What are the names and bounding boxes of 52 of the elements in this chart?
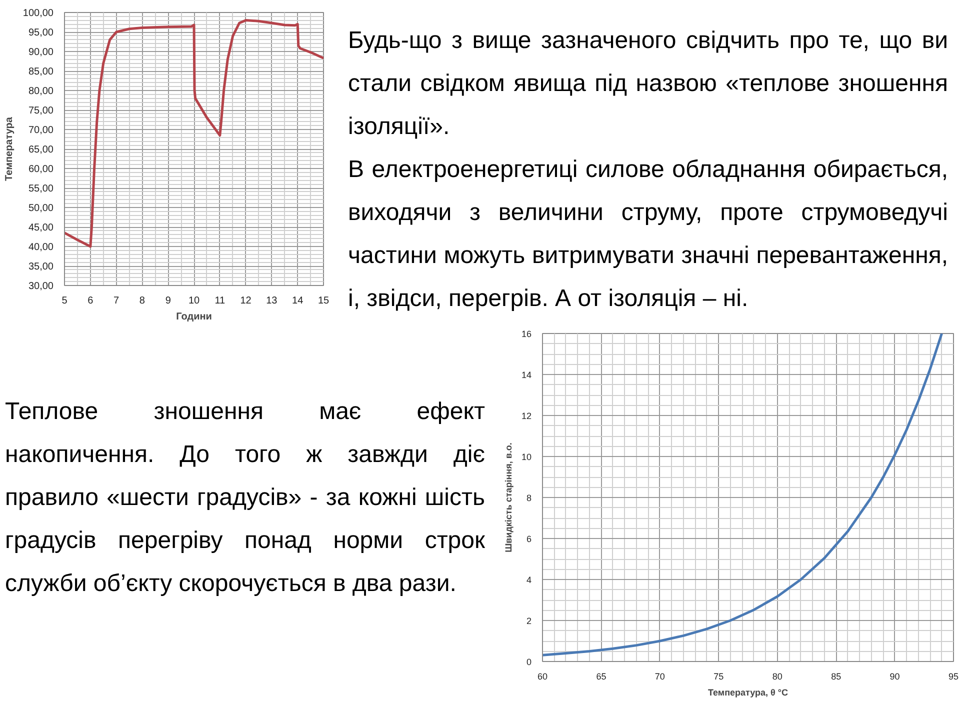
text: Будь-що з вище зазначеного свідчить про те, що ви стали свідком явища під назвою «теплове зношення ізоляції». xyxy=(348,26,948,142)
x-tick-label: 15 xyxy=(318,296,330,306)
y-tick-label: 40,00 xyxy=(28,242,54,253)
x-tick-label: 65 xyxy=(596,672,606,682)
x-tick-label: 12 xyxy=(240,296,252,306)
x-tick-label: 8 xyxy=(139,296,146,306)
x-tick-label: 80 xyxy=(772,672,782,682)
x-tick-label: 13 xyxy=(266,296,278,306)
y-tick-label: 70,00 xyxy=(28,125,54,136)
text: В електроенергетиці силове обладнання обирається, виходячи з величини струму, проте струмоведучі частини можуть витримувати значні перевантаження, і, звідси, перегрів. А от ізоляція – ні. xyxy=(348,155,948,314)
x-tick-label: 95 xyxy=(948,672,959,682)
y-axis-title: Температура xyxy=(4,116,15,181)
y-tick-label: 4 xyxy=(526,575,532,585)
y-tick-label: 0 xyxy=(526,657,532,667)
y-tick-label: 8 xyxy=(526,493,532,503)
y-tick-label: 2 xyxy=(526,616,532,626)
y-tick-label: 60,00 xyxy=(28,164,54,175)
x-tick-label: 60 xyxy=(537,672,548,682)
x-tick-label: 75 xyxy=(714,672,724,682)
y-tick-label: 65,00 xyxy=(28,144,54,156)
x-tick-label: 85 xyxy=(831,672,842,682)
x-axis-title: Температура, θ °C xyxy=(708,688,789,698)
x-tick-label: 5 xyxy=(62,296,68,306)
y-tick-label: 85,00 xyxy=(28,66,54,78)
y-axis-title: Швидкість старіння, в.о. xyxy=(503,442,514,552)
line-series xyxy=(64,19,324,248)
y-tick-label: 75,00 xyxy=(28,106,54,116)
x-tick-label: 10 xyxy=(188,296,200,306)
y-tick-label: 10 xyxy=(521,452,532,462)
y-tick-label: 90,00 xyxy=(28,47,54,58)
y-tick-label: 100,00 xyxy=(22,8,54,19)
y-tick-label: 6 xyxy=(526,534,532,544)
x-tick-label: 6 xyxy=(88,296,94,306)
x-tick-label: 14 xyxy=(292,296,304,306)
y-tick-label: 12 xyxy=(521,411,532,421)
y-tick-label: 50,00 xyxy=(28,203,54,214)
y-tick-label: 35,00 xyxy=(28,262,54,272)
y-tick-label: 80,00 xyxy=(28,86,54,97)
y-tick-label: 14 xyxy=(521,370,532,380)
text: Теплове зношення має ефект накопичення. До того ж завжди діє правило «шести градусів» - за кожні шість градусів перегріву понад норми строк служби об’єкту скорочується в два рази. xyxy=(5,397,485,599)
y-tick-label: 95,00 xyxy=(28,28,54,38)
x-axis-title: Години xyxy=(176,312,212,322)
x-tick-label: 90 xyxy=(890,672,900,682)
x-tick-label: 70 xyxy=(654,672,665,682)
x-tick-label: 11 xyxy=(214,296,226,306)
y-tick-label: 30,00 xyxy=(28,281,54,292)
y-tick-label: 45,00 xyxy=(28,222,54,234)
line-series xyxy=(542,334,944,656)
x-tick-label: 7 xyxy=(114,296,120,306)
x-tick-label: 9 xyxy=(165,296,172,306)
y-tick-label: 16 xyxy=(521,329,532,339)
y-tick-label: 55,00 xyxy=(28,184,54,194)
